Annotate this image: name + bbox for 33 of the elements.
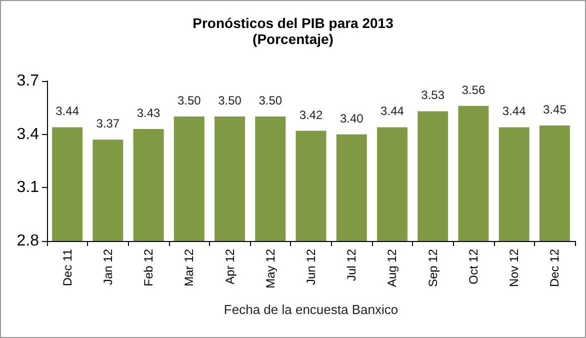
x-tick-label: Feb 12: [142, 248, 156, 286]
x-tick-label: Jun 12: [304, 248, 318, 286]
x-tick-label: Dec 11: [60, 248, 74, 286]
y-tick-label: 2.8: [16, 232, 40, 250]
x-tick-label: Nov 12: [507, 248, 522, 288]
data-label: 3.50: [177, 94, 202, 108]
x-tick-label: Oct 12: [466, 248, 480, 284]
data-label: 3.42: [299, 108, 323, 122]
data-label: 3.43: [136, 106, 161, 120]
x-tick-label: Aug 12: [385, 248, 400, 288]
data-label: 3.40: [340, 111, 364, 126]
x-tick-label: May 12: [263, 248, 278, 288]
data-label: 3.53: [421, 88, 445, 102]
data-label: 3.44: [502, 104, 526, 118]
data-label: 3.50: [218, 94, 242, 108]
x-tick-label: Mar 12: [182, 248, 196, 286]
y-tick-label: 3.7: [16, 72, 40, 90]
x-tick-label: Sep 12: [426, 248, 440, 288]
data-label: 3.56: [462, 82, 486, 97]
x-tick-label: Jul 12: [344, 248, 359, 282]
x-tick-label: Jan 12: [100, 248, 115, 286]
data-label: 3.45: [543, 102, 567, 116]
chart-title: Pronósticos del PIB para 2013: [192, 15, 394, 31]
x-axis-title: Fecha de la encuesta Banxico: [224, 302, 398, 317]
chart-subtitle: (Porcentaje): [252, 31, 334, 47]
data-label: 3.44: [56, 104, 80, 118]
x-tick-label: Apr 12: [222, 248, 237, 284]
data-label: 3.50: [258, 94, 282, 108]
data-label: 3.44: [380, 104, 404, 118]
y-tick-label: 3.4: [16, 126, 40, 143]
x-tick-label: Dec 12: [548, 248, 562, 288]
y-tick-label: 3.1: [16, 179, 40, 196]
data-label: 3.37: [96, 116, 120, 131]
